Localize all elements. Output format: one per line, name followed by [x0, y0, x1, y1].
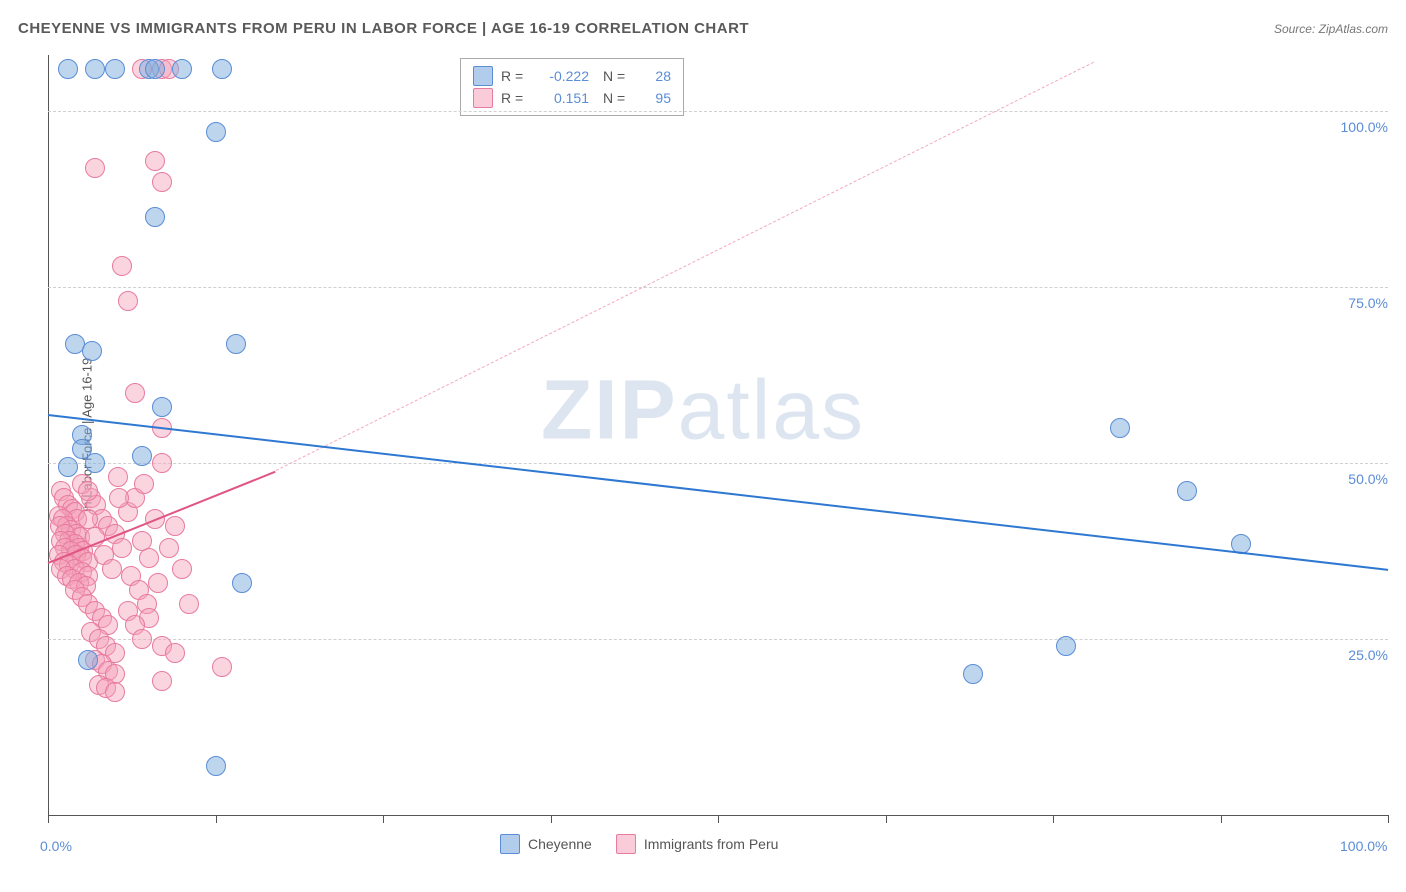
- legend-swatch-pink: [616, 834, 636, 854]
- data-point: [145, 151, 165, 171]
- data-point: [112, 256, 132, 276]
- source-attribution: Source: ZipAtlas.com: [1274, 22, 1388, 36]
- x-tick: [383, 815, 384, 823]
- data-point: [179, 594, 199, 614]
- correlation-legend: R = -0.222 N = 28 R = 0.151 N = 95: [460, 58, 684, 116]
- data-point: [132, 446, 152, 466]
- data-point: [172, 59, 192, 79]
- data-point: [85, 453, 105, 473]
- gridline: [48, 287, 1388, 288]
- data-point: [132, 629, 152, 649]
- data-point: [1056, 636, 1076, 656]
- data-point: [112, 538, 132, 558]
- legend-swatch-blue: [473, 66, 493, 86]
- chart-title: CHEYENNE VS IMMIGRANTS FROM PERU IN LABO…: [18, 20, 749, 37]
- y-tick-label: 100.0%: [1328, 119, 1388, 135]
- legend-r-label: R =: [501, 68, 529, 84]
- data-point: [212, 657, 232, 677]
- legend-n-label: N =: [603, 90, 635, 106]
- y-tick-label: 50.0%: [1328, 471, 1388, 487]
- legend-r-label: R =: [501, 90, 529, 106]
- data-point: [58, 59, 78, 79]
- legend-r-value: 0.151: [537, 90, 589, 106]
- legend-item-peru: Immigrants from Peru: [616, 834, 779, 854]
- legend-swatch-blue: [500, 834, 520, 854]
- data-point: [139, 548, 159, 568]
- x-tick: [48, 815, 49, 823]
- data-point: [105, 59, 125, 79]
- legend-row-cheyenne: R = -0.222 N = 28: [473, 65, 671, 87]
- data-point: [152, 453, 172, 473]
- data-point: [159, 538, 179, 558]
- y-tick-label: 75.0%: [1328, 295, 1388, 311]
- data-point: [145, 207, 165, 227]
- data-point: [172, 559, 192, 579]
- data-point: [226, 334, 246, 354]
- data-point: [78, 650, 98, 670]
- data-point: [165, 643, 185, 663]
- data-point: [165, 516, 185, 536]
- legend-n-label: N =: [603, 68, 635, 84]
- data-point: [125, 383, 145, 403]
- data-point: [85, 158, 105, 178]
- gridline: [48, 463, 1388, 464]
- data-point: [85, 59, 105, 79]
- data-point: [152, 172, 172, 192]
- data-point: [1110, 418, 1130, 438]
- x-tick: [718, 815, 719, 823]
- legend-n-value: 95: [643, 90, 671, 106]
- legend-r-value: -0.222: [537, 68, 589, 84]
- x-tick: [551, 815, 552, 823]
- x-tick: [1388, 815, 1389, 823]
- chart-container: CHEYENNE VS IMMIGRANTS FROM PERU IN LABO…: [0, 0, 1406, 892]
- legend-n-value: 28: [643, 68, 671, 84]
- x-tick-label: 0.0%: [40, 838, 72, 854]
- data-point: [152, 671, 172, 691]
- data-point: [105, 682, 125, 702]
- legend-swatch-pink: [473, 88, 493, 108]
- data-point: [134, 474, 154, 494]
- x-tick: [886, 815, 887, 823]
- data-point: [152, 397, 172, 417]
- gridline: [48, 639, 1388, 640]
- gridline: [48, 111, 1388, 112]
- x-tick: [216, 815, 217, 823]
- x-tick-label: 100.0%: [1340, 838, 1387, 854]
- data-point: [118, 291, 138, 311]
- legend-label: Cheyenne: [528, 836, 592, 852]
- data-point: [206, 122, 226, 142]
- data-point: [963, 664, 983, 684]
- data-point: [78, 481, 98, 501]
- legend-label: Immigrants from Peru: [644, 836, 779, 852]
- y-tick-label: 25.0%: [1328, 647, 1388, 663]
- data-point: [58, 457, 78, 477]
- data-point: [108, 467, 128, 487]
- data-point: [212, 59, 232, 79]
- data-point: [82, 341, 102, 361]
- data-point: [206, 756, 226, 776]
- data-point: [145, 59, 165, 79]
- series-legend: Cheyenne Immigrants from Peru: [500, 834, 778, 854]
- data-point: [148, 573, 168, 593]
- legend-row-peru: R = 0.151 N = 95: [473, 87, 671, 109]
- data-point: [102, 559, 122, 579]
- data-point: [1177, 481, 1197, 501]
- data-point: [109, 488, 129, 508]
- x-tick: [1221, 815, 1222, 823]
- plot-area: [48, 55, 1388, 816]
- data-point: [232, 573, 252, 593]
- legend-item-cheyenne: Cheyenne: [500, 834, 592, 854]
- x-tick: [1053, 815, 1054, 823]
